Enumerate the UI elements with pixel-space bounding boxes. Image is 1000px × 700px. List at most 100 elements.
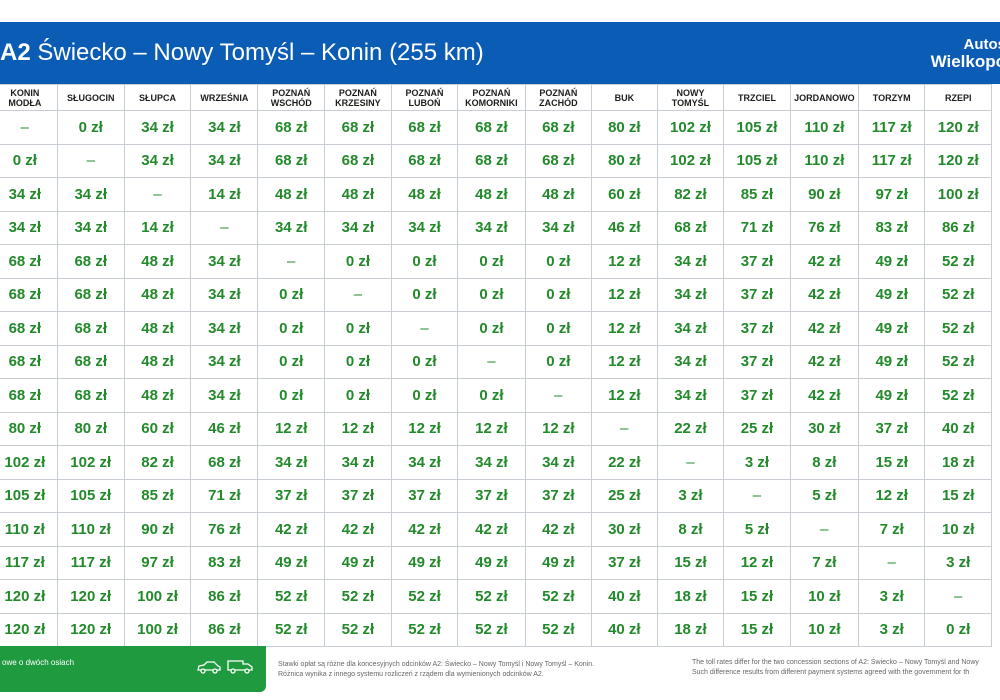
toll-cell: – bbox=[257, 244, 325, 279]
toll-cell: 12 zł bbox=[524, 411, 592, 446]
column-header-line: WSCHÓD bbox=[270, 97, 312, 108]
toll-cell: 7 zł bbox=[789, 545, 860, 580]
column-header-line: JORDANOWO bbox=[794, 92, 855, 103]
toll-cell: 117 zł bbox=[56, 545, 125, 580]
toll-cell: 0 zł bbox=[457, 311, 526, 346]
toll-cell: 10 zł bbox=[789, 579, 860, 614]
toll-cell: 37 zł bbox=[857, 411, 926, 446]
toll-cell: 25 zł bbox=[723, 411, 791, 446]
toll-cell: – bbox=[56, 143, 125, 178]
toll-cell: – bbox=[323, 277, 392, 312]
toll-cell: 37 zł bbox=[590, 545, 658, 580]
column-header: SŁUGOCIN bbox=[56, 84, 125, 111]
toll-cell: 48 zł bbox=[390, 177, 459, 212]
toll-cell: 42 zł bbox=[789, 311, 860, 346]
toll-cell: 40 zł bbox=[590, 612, 658, 647]
toll-cell: 110 zł bbox=[56, 512, 125, 547]
toll-cell: 18 zł bbox=[924, 445, 992, 480]
column-header-line: SŁUGOCIN bbox=[66, 92, 115, 103]
toll-cell: 5 zł bbox=[723, 512, 791, 547]
toll-cell: 49 zł bbox=[857, 244, 926, 279]
table-row: 68 zł 68 zł 48 zł 34 zł 0 zł 0 zł –0 zł 0 zł 12 … bbox=[0, 311, 992, 346]
toll-cell: 34 zł bbox=[257, 210, 325, 245]
toll-cell: 7 zł bbox=[857, 512, 926, 547]
toll-cell: 34 zł bbox=[656, 311, 725, 346]
toll-cell: 68 zł bbox=[524, 110, 592, 145]
toll-cell: 105 zł bbox=[723, 143, 791, 178]
toll-cell: 34 zł bbox=[390, 210, 459, 245]
column-header-line: KONIN bbox=[10, 87, 40, 98]
toll-cell: 34 zł bbox=[190, 110, 259, 145]
toll-cell: 34 zł bbox=[656, 378, 725, 413]
toll-cell: 34 zł bbox=[524, 210, 592, 245]
column-header-line: POZNAŃ bbox=[472, 87, 511, 98]
toll-cell: 42 zł bbox=[524, 512, 592, 547]
toll-cell: 105 zł bbox=[0, 478, 58, 513]
toll-cell: 37 zł bbox=[723, 244, 791, 279]
toll-cell: 0 zł bbox=[524, 311, 592, 346]
toll-cell: 68 zł bbox=[0, 244, 58, 279]
toll-cell: 49 zł bbox=[524, 545, 592, 580]
toll-cell: 71 zł bbox=[190, 478, 259, 513]
toll-cell: 3 zł bbox=[656, 478, 725, 513]
column-header-line: RZEPI bbox=[944, 92, 972, 103]
toll-cell: – bbox=[590, 411, 658, 446]
toll-cell: 52 zł bbox=[524, 612, 592, 647]
toll-cell: 14 zł bbox=[123, 210, 192, 245]
column-header-line: KRZESINY bbox=[335, 97, 381, 108]
car-icon bbox=[197, 661, 221, 674]
toll-cell: 34 zł bbox=[323, 445, 392, 480]
column-header: NOWY TOMYŚL bbox=[656, 84, 725, 111]
column-header-line: SŁUPCA bbox=[139, 92, 177, 103]
toll-cell: 52 zł bbox=[457, 579, 526, 614]
column-header-line: WRZEŚNIA bbox=[200, 92, 249, 103]
toll-cell: – bbox=[789, 512, 860, 547]
toll-cell: 42 zł bbox=[789, 378, 860, 413]
toll-cell: 34 zł bbox=[56, 177, 125, 212]
toll-cell: 120 zł bbox=[924, 110, 992, 145]
toll-cell: 52 zł bbox=[924, 311, 992, 346]
toll-cell: 68 zł bbox=[323, 110, 392, 145]
brand-line2: Wielkopo bbox=[930, 52, 1000, 71]
toll-cell: 34 zł bbox=[190, 277, 259, 312]
toll-cell: 100 zł bbox=[123, 579, 192, 614]
toll-cell: 71 zł bbox=[723, 210, 791, 245]
toll-cell: 0 zł bbox=[323, 311, 392, 346]
toll-cell: 15 zł bbox=[723, 612, 791, 647]
toll-cell: 0 zł bbox=[457, 378, 526, 413]
toll-cell: 120 zł bbox=[56, 612, 125, 647]
toll-cell: 68 zł bbox=[656, 210, 725, 245]
toll-cell: 97 zł bbox=[857, 177, 926, 212]
toll-cell: 49 zł bbox=[857, 277, 926, 312]
toll-cell: 49 zł bbox=[857, 311, 926, 346]
toll-cell: 10 zł bbox=[789, 612, 860, 647]
toll-cell: – bbox=[390, 311, 459, 346]
toll-cell: 110 zł bbox=[789, 110, 860, 145]
toll-cell: 80 zł bbox=[590, 110, 658, 145]
toll-cell: 80 zł bbox=[0, 411, 58, 446]
toll-cell: 68 zł bbox=[390, 110, 459, 145]
toll-cell: 42 zł bbox=[390, 512, 459, 547]
toll-cell: 0 zł bbox=[323, 244, 392, 279]
column-header-line: POZNAŃ bbox=[338, 87, 377, 98]
toll-cell: 68 zł bbox=[390, 143, 459, 178]
toll-cell: 0 zł bbox=[524, 277, 592, 312]
toll-cell: 102 zł bbox=[656, 110, 725, 145]
toll-cell: 37 zł bbox=[723, 344, 791, 379]
toll-cell: 60 zł bbox=[123, 411, 192, 446]
toll-cell: 68 zł bbox=[56, 311, 125, 346]
toll-cell: 52 zł bbox=[323, 612, 392, 647]
table-row: 68 zł 68 zł 48 zł 34 zł –0 zł 0 zł 0 zł 0 zł 12 … bbox=[0, 244, 992, 279]
toll-cell: 86 zł bbox=[924, 210, 992, 245]
toll-cell: 60 zł bbox=[590, 177, 658, 212]
toll-cell: 97 zł bbox=[123, 545, 192, 580]
toll-cell: 3 zł bbox=[924, 545, 992, 580]
toll-cell: 40 zł bbox=[590, 579, 658, 614]
toll-cell: 49 zł bbox=[390, 545, 459, 580]
toll-cell: 90 zł bbox=[123, 512, 192, 547]
toll-cell: 68 zł bbox=[457, 143, 526, 178]
toll-cell: 40 zł bbox=[924, 411, 992, 446]
toll-matrix-table: KONIN MODŁA SŁUGOCIN SŁUPCA WRZEŚNIA POZNAŃ WS… bbox=[0, 84, 992, 647]
toll-cell: 42 zł bbox=[457, 512, 526, 547]
table-row: 105 zł 105 zł 85 zł 71 zł 37 zł 37 zł 37 zł 37 … bbox=[0, 478, 992, 513]
